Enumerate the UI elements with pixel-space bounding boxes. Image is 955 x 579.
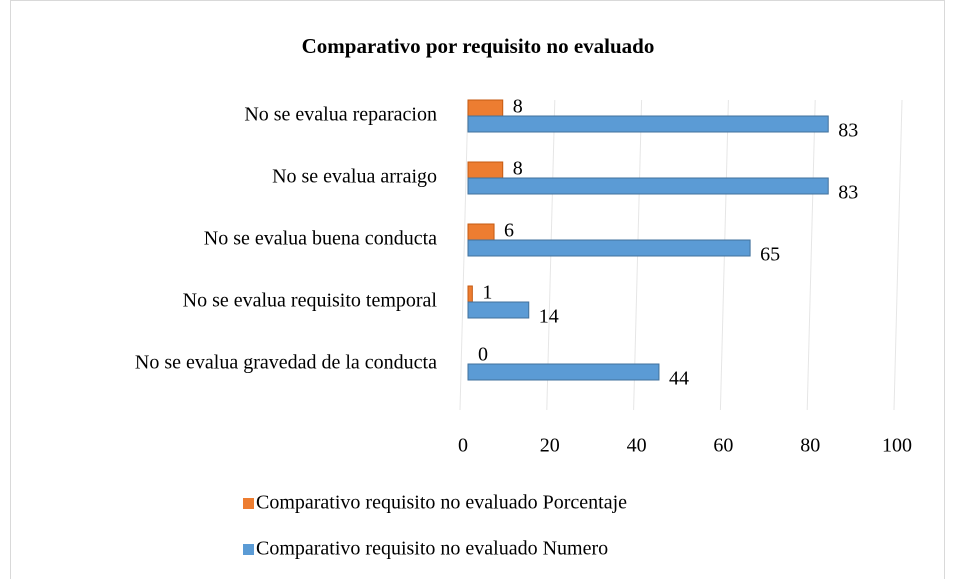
bar <box>467 161 504 179</box>
x-tick-label: 40 <box>627 435 647 457</box>
data-label: 83 <box>838 182 858 204</box>
grid-line <box>459 99 469 411</box>
y-tick-label: No se evalua buena conducta <box>204 228 437 250</box>
chart-title: Comparativo por requisito no evaluado <box>302 34 655 58</box>
grid-line <box>806 99 816 411</box>
chart-border <box>10 0 945 579</box>
bar <box>467 363 660 381</box>
bar <box>467 177 829 195</box>
bar <box>467 285 473 303</box>
legend-swatch <box>243 498 254 509</box>
y-tick-label: No se evalua gravedad de la conducta <box>135 352 437 374</box>
x-tick-label: 0 <box>458 435 468 457</box>
x-tick-label: 60 <box>713 435 733 457</box>
y-tick-label: No se evalua requisito temporal <box>183 290 438 312</box>
data-label: 44 <box>669 368 689 390</box>
grid-line <box>893 99 903 411</box>
bar <box>467 239 751 257</box>
data-label: 8 <box>513 158 523 180</box>
data-label: 1 <box>482 282 492 304</box>
x-tick-label: 100 <box>882 435 912 457</box>
data-label: 6 <box>504 220 514 242</box>
legend-label: Comparativo requisito no evaluado Porcen… <box>256 492 627 514</box>
bar <box>467 223 495 241</box>
bar <box>467 99 504 117</box>
data-label: 8 <box>513 96 523 118</box>
legend-label: Comparativo requisito no evaluado Numero <box>256 538 608 560</box>
data-label: 83 <box>838 120 858 142</box>
bar <box>467 115 829 133</box>
data-label: 0 <box>478 344 488 366</box>
data-label: 14 <box>539 306 559 328</box>
x-tick-label: 20 <box>540 435 560 457</box>
y-tick-label: No se evalua reparacion <box>244 104 437 126</box>
bar <box>467 301 530 319</box>
data-label: 65 <box>760 244 780 266</box>
legend-swatch <box>243 544 254 555</box>
y-tick-label: No se evalua arraigo <box>272 166 437 188</box>
x-tick-label: 80 <box>800 435 820 457</box>
